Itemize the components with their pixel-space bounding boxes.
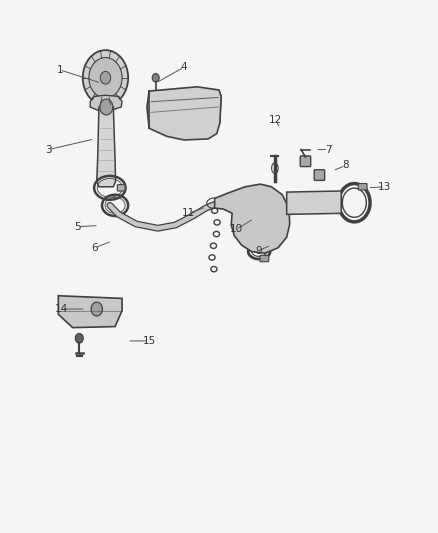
Text: 15: 15 — [142, 336, 156, 346]
Circle shape — [83, 50, 128, 106]
Circle shape — [152, 74, 159, 82]
FancyBboxPatch shape — [300, 156, 311, 166]
Circle shape — [91, 302, 102, 316]
FancyBboxPatch shape — [260, 255, 269, 262]
Text: 1: 1 — [57, 65, 63, 75]
FancyBboxPatch shape — [358, 183, 367, 190]
Polygon shape — [58, 296, 122, 328]
Text: 9: 9 — [255, 246, 261, 255]
Text: 6: 6 — [91, 243, 98, 253]
Polygon shape — [90, 95, 122, 111]
Circle shape — [197, 104, 206, 115]
Circle shape — [89, 58, 122, 98]
Circle shape — [100, 99, 113, 115]
Text: 12: 12 — [269, 115, 283, 125]
Polygon shape — [97, 107, 116, 187]
Text: 14: 14 — [55, 304, 68, 314]
Text: 13: 13 — [378, 182, 392, 192]
Polygon shape — [215, 184, 290, 253]
Text: 7: 7 — [325, 144, 332, 155]
Text: 4: 4 — [181, 62, 187, 72]
Circle shape — [100, 71, 111, 84]
Polygon shape — [215, 90, 221, 127]
Text: 10: 10 — [230, 224, 243, 235]
FancyBboxPatch shape — [117, 184, 125, 191]
Circle shape — [169, 107, 177, 118]
Circle shape — [75, 334, 83, 343]
Polygon shape — [287, 191, 341, 214]
FancyBboxPatch shape — [314, 169, 325, 180]
Text: 3: 3 — [46, 144, 52, 155]
Text: 5: 5 — [74, 222, 81, 232]
Polygon shape — [147, 87, 221, 140]
Text: 8: 8 — [343, 160, 349, 171]
Text: 11: 11 — [182, 208, 195, 219]
